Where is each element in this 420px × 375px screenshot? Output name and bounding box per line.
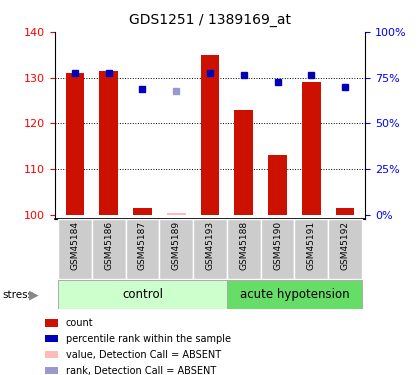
Bar — [201, 55, 219, 215]
Text: acute hypotension: acute hypotension — [240, 288, 349, 301]
Bar — [328, 219, 362, 279]
Text: GSM45187: GSM45187 — [138, 221, 147, 270]
Text: stress: stress — [2, 290, 33, 300]
Bar — [45, 351, 58, 358]
Bar — [126, 219, 159, 279]
Bar — [268, 155, 287, 215]
Bar — [227, 219, 261, 279]
Text: percentile rank within the sample: percentile rank within the sample — [66, 334, 231, 344]
Bar — [336, 208, 354, 215]
Text: ▶: ▶ — [29, 288, 38, 301]
Bar — [261, 219, 294, 279]
Bar — [45, 367, 58, 374]
Text: control: control — [122, 288, 163, 301]
Text: value, Detection Call = ABSENT: value, Detection Call = ABSENT — [66, 350, 220, 360]
Bar — [302, 82, 320, 215]
Text: GSM45186: GSM45186 — [104, 221, 113, 270]
Bar — [66, 73, 84, 215]
Bar — [45, 335, 58, 342]
Text: GSM45190: GSM45190 — [273, 221, 282, 270]
Bar — [167, 213, 186, 215]
Text: GSM45184: GSM45184 — [71, 221, 79, 270]
Bar — [133, 208, 152, 215]
Text: rank, Detection Call = ABSENT: rank, Detection Call = ABSENT — [66, 366, 216, 375]
Bar — [159, 219, 193, 279]
Text: count: count — [66, 318, 93, 328]
Bar — [193, 219, 227, 279]
Bar — [58, 219, 92, 279]
Text: GSM45193: GSM45193 — [205, 221, 215, 270]
Text: GDS1251 / 1389169_at: GDS1251 / 1389169_at — [129, 13, 291, 27]
Bar — [234, 110, 253, 215]
Text: GSM45189: GSM45189 — [172, 221, 181, 270]
Bar — [45, 319, 58, 327]
Bar — [227, 280, 362, 309]
Text: GSM45191: GSM45191 — [307, 221, 316, 270]
Bar — [92, 219, 126, 279]
Bar — [100, 71, 118, 215]
Text: GSM45188: GSM45188 — [239, 221, 248, 270]
Text: GSM45192: GSM45192 — [341, 221, 349, 270]
Bar — [58, 280, 227, 309]
Bar — [294, 219, 328, 279]
